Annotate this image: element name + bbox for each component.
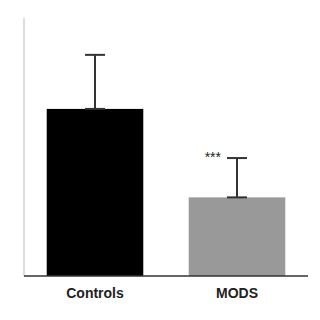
error-bar (85, 55, 105, 109)
error-cap (227, 196, 247, 198)
bar (47, 109, 144, 276)
chart-container: Controls MODS *** (0, 0, 320, 320)
annotation: *** (205, 149, 222, 165)
chart-svg: Controls MODS *** (0, 0, 320, 320)
x-tick-label: MODS (216, 285, 258, 301)
x-tick-label: Controls (66, 285, 124, 301)
error-bar (227, 158, 247, 197)
bar (189, 197, 286, 276)
x-axis-line (24, 275, 308, 277)
y-axis-line (24, 18, 25, 276)
marks (47, 55, 286, 276)
error-line (236, 158, 238, 197)
error-cap (85, 108, 105, 110)
error-line (94, 55, 96, 109)
error-cap (227, 157, 247, 159)
error-cap (85, 54, 105, 56)
